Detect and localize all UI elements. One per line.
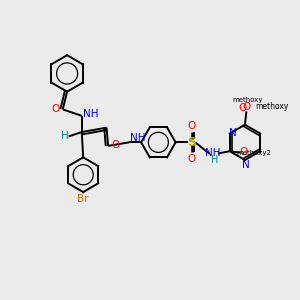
Text: O: O [188, 121, 196, 131]
Text: NH: NH [205, 148, 220, 158]
Text: NH: NH [130, 133, 146, 143]
Text: O: O [111, 140, 119, 150]
Text: methoxy: methoxy [256, 102, 289, 111]
Text: Br: Br [77, 194, 89, 204]
Text: methoxy2: methoxy2 [237, 150, 272, 156]
Text: O: O [239, 103, 247, 112]
Text: H: H [212, 155, 219, 165]
Text: N: N [230, 128, 237, 138]
Text: methoxy: methoxy [232, 97, 262, 103]
Text: O: O [239, 147, 247, 157]
Text: NH: NH [82, 110, 98, 119]
Text: O: O [51, 104, 59, 114]
Text: H: H [61, 131, 69, 142]
Text: O: O [188, 154, 196, 164]
Text: S: S [187, 136, 196, 149]
Text: N: N [242, 160, 249, 170]
Text: O: O [242, 102, 250, 112]
